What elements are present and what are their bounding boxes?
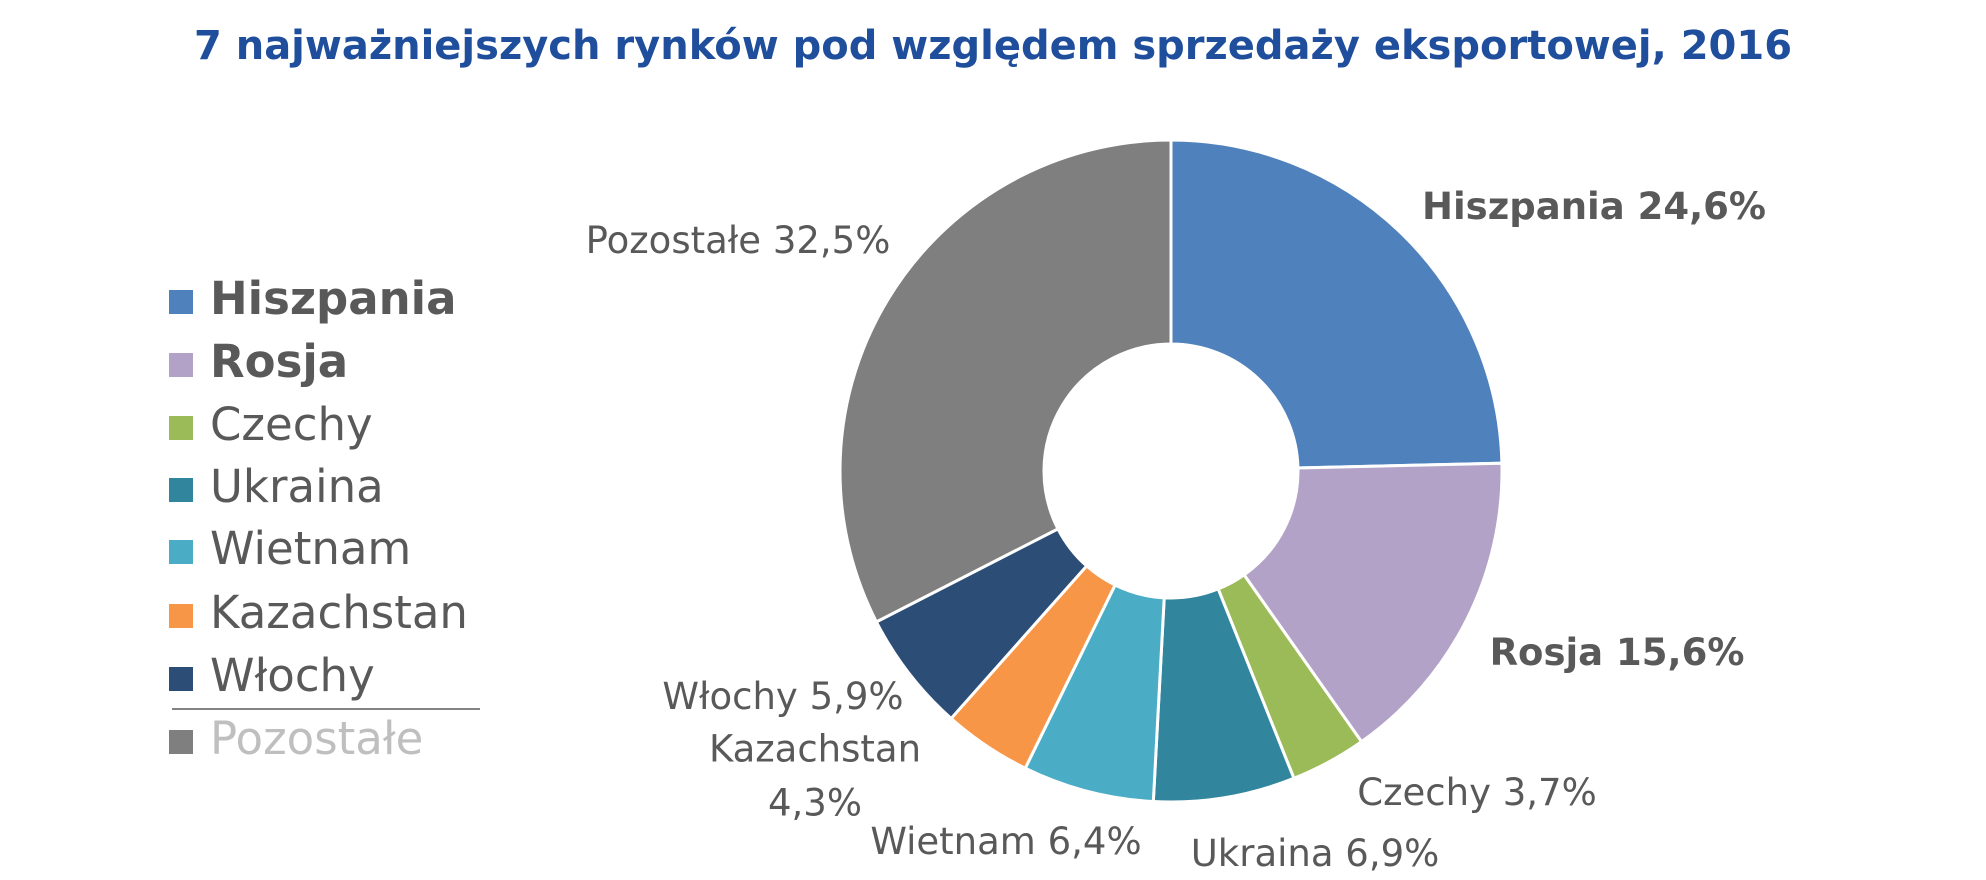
legend-label: Wietnam xyxy=(210,522,411,575)
legend-label: Ukraina xyxy=(210,460,384,513)
legend-label: Rosja xyxy=(210,335,348,388)
legend-label: Hiszpania xyxy=(210,272,456,325)
slice-label-value: 24,6% xyxy=(1638,185,1766,228)
slice-label: Włochy 5,9% xyxy=(662,675,903,718)
slice-label-name: Pozostałe xyxy=(586,219,761,262)
slice xyxy=(838,138,1173,624)
legend-swatch xyxy=(169,290,193,314)
legend-label: Pozostałe xyxy=(210,712,423,765)
slice xyxy=(1242,461,1504,744)
slice-label-value: 5,9% xyxy=(810,675,904,718)
slice-label-value: 15,6% xyxy=(1616,631,1744,674)
slice-label-name: Ukraina xyxy=(1191,832,1334,875)
slice-label-value: 4,3% xyxy=(768,782,862,825)
slice xyxy=(1169,138,1504,470)
slice-label-value: 6,9% xyxy=(1345,832,1439,875)
slice-label-name: Wietnam xyxy=(870,820,1036,863)
slice-label-name: Rosja xyxy=(1490,631,1604,674)
slice-label: Czechy 3,7% xyxy=(1357,771,1596,814)
slice-label-name: Hiszpania xyxy=(1422,185,1625,228)
slice-label: Ukraina 6,9% xyxy=(1191,832,1440,875)
slice-label: Pozostałe 32,5% xyxy=(586,219,891,262)
legend-label: Kazachstan xyxy=(210,586,468,639)
chart-title: 7 najważniejszych rynków pod względem sp… xyxy=(194,23,1792,69)
legend-swatch xyxy=(169,730,193,754)
slice-label-value: 3,7% xyxy=(1503,771,1597,814)
legend-swatch xyxy=(169,604,193,628)
legend-swatch xyxy=(169,667,193,691)
slice-label: Wietnam 6,4% xyxy=(870,820,1141,863)
slice-label-name: Włochy xyxy=(662,675,797,718)
legend-swatch xyxy=(169,478,193,502)
legend-swatch xyxy=(169,416,193,440)
legend-label: Czechy xyxy=(210,398,373,451)
slice-label-name: Czechy xyxy=(1357,771,1491,814)
slice-label-name: Kazachstan xyxy=(709,728,921,771)
legend-swatch xyxy=(169,353,193,377)
legend-swatch xyxy=(169,540,193,564)
slice-label: Hiszpania 24,6% xyxy=(1422,185,1766,228)
slice-label: Rosja 15,6% xyxy=(1490,631,1745,674)
legend-label: Włochy xyxy=(210,649,375,702)
slice-label-value: 32,5% xyxy=(773,219,891,262)
slice-label-value: 6,4% xyxy=(1048,820,1142,863)
